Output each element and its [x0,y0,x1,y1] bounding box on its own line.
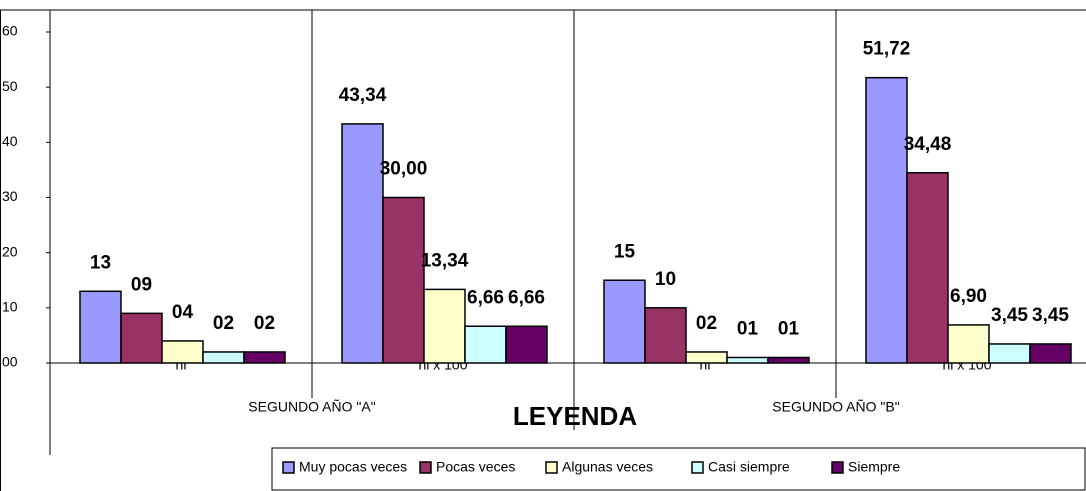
data-label: 01 [778,318,800,339]
data-label: 6,66 [467,287,504,308]
bar [120,312,163,364]
data-label: 01 [737,318,759,339]
legend-swatch [545,461,558,474]
data-label: 02 [696,313,717,334]
legend-label: Algunas veces [562,459,653,475]
data-label: 3,45 [1032,305,1069,326]
bar [382,196,425,364]
bar [423,288,466,364]
legend-label: Siempre [848,459,900,475]
data-label: 02 [213,313,234,334]
y-tick-label: 40 [2,133,18,149]
chart-title: LEYENDA [513,401,637,431]
data-label: 13,34 [421,250,469,271]
y-tick-label: 30 [2,188,18,204]
data-label: 3,45 [991,305,1028,326]
data-label: 13 [90,252,111,273]
data-label: 30,00 [380,159,428,180]
data-label: 6,66 [508,287,545,308]
bar [161,340,204,364]
bar [1029,343,1072,364]
legend-label: Pocas veces [436,459,515,475]
data-label: 02 [254,313,275,334]
bar [685,351,728,364]
bar [341,123,384,364]
legend-label: Casi siempre [708,459,790,475]
bar [505,325,548,364]
data-label: 6,90 [950,286,987,307]
bar [865,76,908,364]
bar [947,324,990,364]
bar [79,290,122,364]
group-label: SEGUNDO AÑO "A" [248,399,375,415]
legend-swatch [691,461,704,474]
data-label: 51,72 [863,39,911,60]
bar [767,356,810,364]
legend-swatch [831,461,844,474]
legend-swatch [419,461,432,474]
x-tick-label: ni [700,357,711,373]
bar [988,343,1031,364]
data-label: 09 [131,274,152,295]
y-tick-label: 00 [2,354,18,370]
bar [906,172,949,364]
data-label: 10 [655,269,676,290]
group-label: SEGUNDO AÑO "B" [772,399,899,415]
bar [726,356,769,364]
y-tick-label: 60 [2,23,18,39]
bar [603,279,646,364]
bar [464,325,507,364]
legend-label: Muy pocas veces [299,459,407,475]
y-tick-label: 20 [2,243,18,259]
data-label: 04 [172,302,194,323]
y-tick-label: 50 [2,78,18,94]
legend-box [271,447,1086,491]
data-label: 43,34 [339,85,387,106]
bar [243,351,286,364]
data-label: 15 [614,241,636,262]
data-label: 34,48 [904,134,952,155]
legend-swatch [282,461,295,474]
bar [644,307,687,364]
y-tick-label: 10 [2,299,18,315]
bar [202,351,245,364]
x-tick-label: ni [176,357,187,373]
